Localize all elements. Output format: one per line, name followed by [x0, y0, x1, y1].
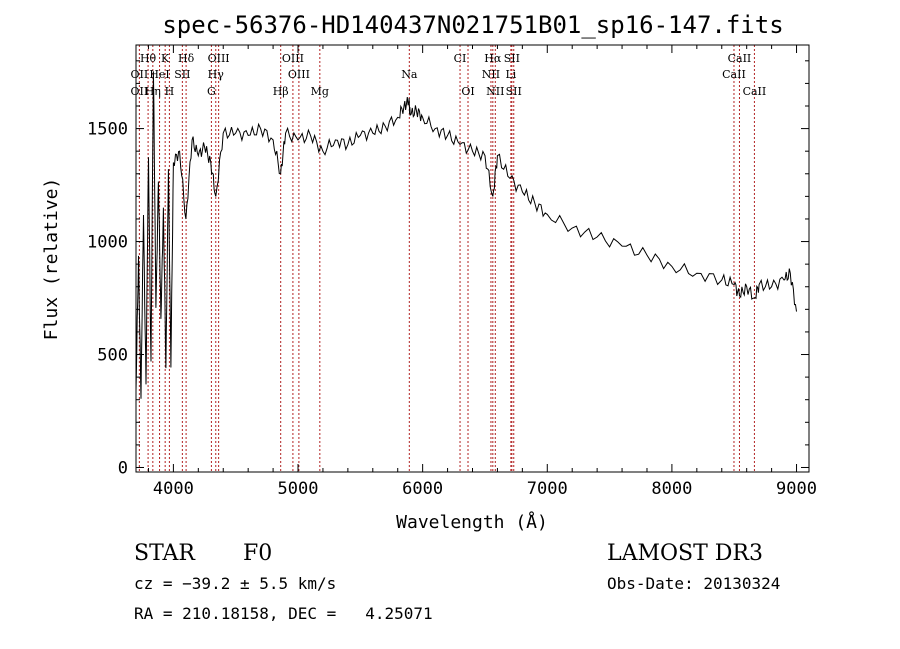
y-axis-label: Flux (relative) [41, 178, 62, 341]
x-axis-label: Wavelength (Å) [396, 511, 548, 533]
line-label-2: Hδ [178, 52, 195, 65]
line-label-18: HeI [149, 68, 169, 81]
x-tick-label-8000: 8000 [651, 479, 692, 499]
line-label-10: NII [486, 85, 504, 98]
velocity: cz = −39.2 ± 5.5 km/s [134, 574, 336, 593]
object-class: STAR [134, 541, 196, 566]
line-label-20: Hγ [208, 68, 225, 81]
line-label-24: H [165, 85, 175, 98]
line-label-26: Hβ [273, 85, 289, 98]
line-label-22: OII [131, 85, 149, 98]
x-tick-label-6000: 6000 [402, 479, 443, 499]
line-label-27: Mg [311, 85, 329, 98]
y-tick-label-1000: 1000 [87, 233, 128, 253]
line-label-9: NII [482, 68, 500, 81]
x-tick-label-4000: 4000 [153, 479, 194, 499]
line-label-4: OIII [282, 52, 304, 65]
line-label-15: CaII [722, 68, 746, 81]
x-tick-label-7000: 7000 [527, 479, 568, 499]
line-label-1: K [161, 52, 170, 65]
plot-frame [135, 44, 810, 473]
y-tick-label-500: 500 [97, 346, 128, 366]
coordinates: RA = 210.18158, DEC = 4.25071 [134, 604, 433, 623]
y-tick-label-0: 0 [118, 458, 128, 478]
spectral-line-labels: Hθ K Hδ OIII OIIINaCIOIHαNIINIISIILiSIICaIIC… [131, 52, 767, 98]
spectrum-line [135, 71, 797, 399]
line-label-6: CI [454, 52, 467, 65]
obs-date: Obs-Date: 20130324 [607, 574, 780, 593]
line-label-5: Na [401, 68, 418, 81]
line-label-7: OI [461, 85, 474, 98]
line-label-13: SII [506, 85, 522, 98]
line-label-19: SII [174, 68, 190, 81]
line-label-3: OIII [208, 52, 230, 65]
line-label-16: CaII [743, 85, 767, 98]
survey-name: LAMOST DR3 [607, 541, 763, 566]
line-label-14: CaII [728, 52, 752, 65]
line-label-0: Hθ [140, 52, 157, 65]
x-axis: 4000 5000 6000 7000 8000 9000 [147, 45, 817, 499]
line-label-25: G [207, 85, 216, 98]
y-tick-label-1500: 1500 [87, 120, 128, 140]
chart-title: spec-56376-HD140437N021751B01_sp16-147.f… [162, 11, 783, 39]
line-label-12: Li [505, 68, 516, 81]
spectral-line-markers [138, 45, 755, 472]
x-tick-label-5000: 5000 [278, 479, 319, 499]
line-label-21: OIII [288, 68, 310, 81]
line-label-8: Hα [484, 52, 502, 65]
object-subclass: F0 [243, 541, 272, 566]
x-tick-label-9000: 9000 [776, 479, 817, 499]
y-axis: 0 500 1000 1500 [87, 60, 809, 478]
line-label-17: OII [131, 68, 149, 81]
line-label-11: SII [504, 52, 520, 65]
